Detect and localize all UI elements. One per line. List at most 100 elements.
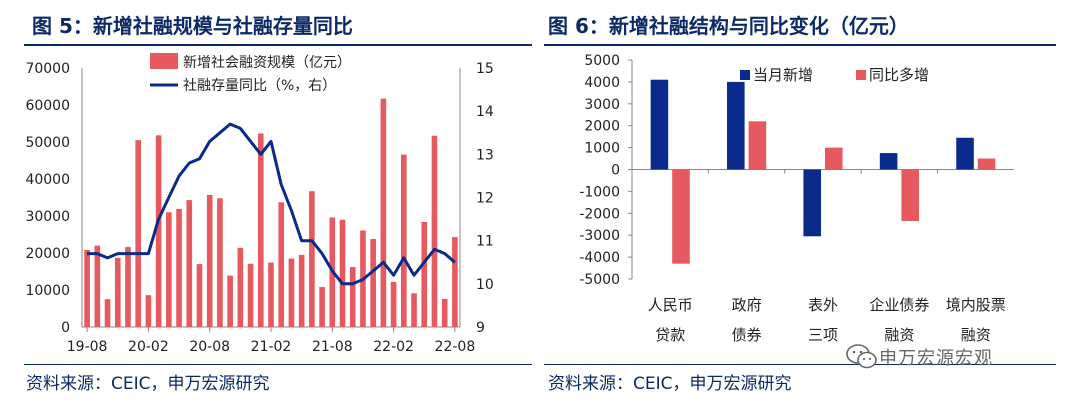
left-source-divider [24,364,532,365]
bar-new-financing [380,98,387,328]
y-tick-label: 2000 [584,119,620,135]
legend-label-monthly-new: 当月新增 [753,66,813,84]
bar-new-financing [401,154,407,327]
y-tick-label: 0 [611,163,620,179]
y-tick-label: 4000 [584,75,620,91]
bar-new-financing [196,264,203,327]
bar-new-financing [288,258,295,327]
y-tick-label-right: 9 [476,320,485,336]
x-tick-label: 20-02 [128,339,169,355]
bar-new-financing [104,299,111,327]
y-tick-label-right: 14 [476,104,494,120]
legend-swatch-monthly-new [740,70,750,80]
y-tick-label: 5000 [584,53,620,69]
bar-new-financing [94,245,101,327]
bar-new-financing [431,135,438,327]
bar-new-financing [298,254,305,327]
y-tick-label-left: 30000 [25,209,70,225]
y-tick-label-left: 20000 [25,246,70,262]
left-chart: 0 10000 20000 30000 40000 50000 60000 70000 9 10 1… [25,53,494,355]
bar-new-financing [155,135,162,327]
x-tick-label: 企业债券 [869,296,929,314]
y-tick-label: -2000 [579,206,620,222]
x-tick-label: 债券 [732,326,762,344]
bar-new-financing [390,281,397,327]
legend-swatch-yoy-change [856,70,866,80]
y-tick-label: -5000 [579,272,620,288]
bar-new-financing [309,191,315,327]
y-tick-label-left: 0 [61,320,70,336]
bar-new-financing [237,247,244,327]
line-stock-yoy [87,122,456,286]
y-tick-label-left: 60000 [25,98,70,114]
left-chart-title: 图 5：新增社融规模与社融存量同比 [32,14,353,38]
bar-new-financing [166,212,172,327]
bar-yoy-change [672,169,690,264]
legend-swatch-bar [150,53,178,69]
x-tick-label: 22-08 [435,339,476,355]
y-tick-label: 1000 [584,141,620,157]
bar-new-financing [257,133,264,327]
bar-yoy-change [901,169,919,221]
right-chart-panel: 图 6：新增社融结构与同比变化（亿元） -5000 -4000 -3000 -2000… [540,0,1080,407]
bar-monthly-new [727,81,745,170]
bar-new-financing [145,295,152,327]
legend-label-line: 社融存量同比（%，右） [183,78,336,94]
x-tick-label: 融资 [961,326,991,344]
x-tick-label: 人民币 [648,296,693,314]
x-tick-label: 政府 [732,296,762,314]
bar-monthly-new [879,153,898,170]
right-chart-title: 图 6：新增社融结构与同比变化（亿元） [548,14,909,38]
bar-new-financing [84,250,90,327]
bar-new-financing [125,247,131,327]
bar-new-financing [206,194,213,327]
y-tick-label-right: 10 [476,277,494,293]
bar-new-financing [278,202,285,327]
left-chart-panel: 图 5：新增社融规模与社融存量同比 0 10000 20000 30000 40000 5… [0,0,532,407]
wechat-icon [846,344,877,369]
bar-new-financing [370,238,376,327]
y-tick-label: 3000 [584,97,620,113]
bar-yoy-change [825,147,843,170]
y-tick-label: -3000 [579,228,620,244]
bar-new-financing [452,237,458,327]
y-tick-label-right: 15 [476,61,494,77]
x-tick-label: 19-08 [67,339,108,355]
x-tick-label: 21-02 [251,339,292,355]
bar-new-financing [441,298,448,327]
y-tick-label-right: 11 [476,234,494,250]
left-title-underline [24,44,532,46]
bar-new-financing [114,257,121,327]
y-tick-label: -4000 [579,250,620,266]
x-tick-label: 融资 [884,326,914,344]
bar-new-financing [421,221,428,327]
right-chart-source: 资料来源：CEIC，申万宏源研究 [548,374,792,394]
bar-monthly-new [803,169,821,237]
y-tick-label-right: 12 [476,191,494,207]
left-chart-source: 资料来源：CEIC，申万宏源研究 [26,374,270,394]
x-tick-label: 表外 [808,296,838,314]
y-tick-label-left: 70000 [25,61,70,77]
bar-monthly-new [650,79,669,170]
legend-label-bar: 新增社会融资规模（亿元） [183,55,351,71]
watermark-text: 申万宏源宏观 [879,348,993,369]
x-tick-label: 20-08 [189,339,230,355]
bar-new-financing [339,219,346,327]
right-source-divider [544,364,1056,365]
watermark: 申万宏源宏观 [845,342,993,372]
y-tick-label-left: 10000 [25,283,70,299]
right-chart: -5000 -4000 -3000 -2000 -1000 0 1000 2000 3000 40… [579,53,1014,344]
y-tick-label-left: 50000 [25,135,70,151]
x-tick-label: 境内股票 [946,296,1006,314]
bar-new-financing [319,287,325,327]
x-tick-label: 21-08 [312,339,353,355]
bar-new-financing [411,293,417,327]
right-title-underline [544,44,1056,46]
bar-new-financing [247,263,254,327]
bar-new-financing [349,267,356,327]
x-tick-label: 三项 [808,326,838,344]
y-tick-label-left: 40000 [25,172,70,188]
bar-new-financing [268,262,274,327]
bar-yoy-change [748,121,767,170]
bar-monthly-new [956,137,974,170]
